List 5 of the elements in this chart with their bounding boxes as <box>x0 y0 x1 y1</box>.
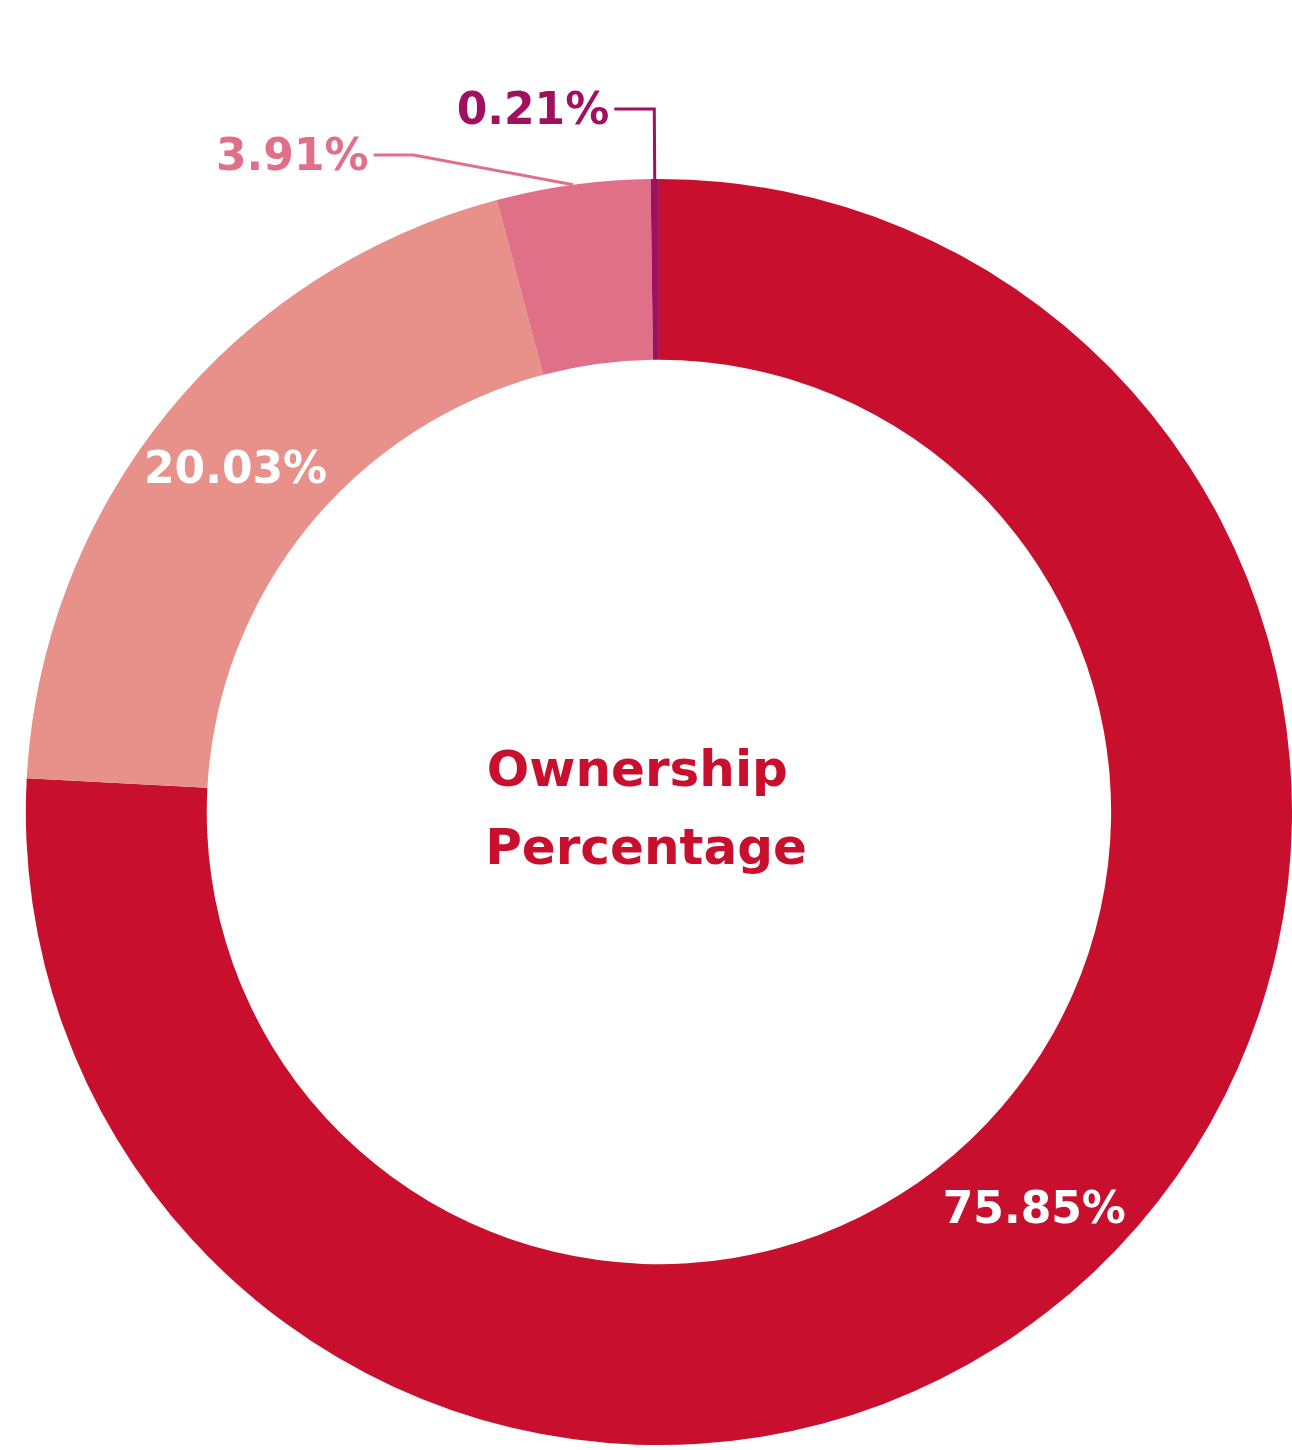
data-label: 0.21% <box>456 83 610 135</box>
text: Ownership Percentage <box>485 740 807 876</box>
data-label: 3.91% <box>215 129 369 181</box>
data-label: 75.85% <box>942 1182 1126 1234</box>
data-label: 20.03% <box>143 442 328 494</box>
